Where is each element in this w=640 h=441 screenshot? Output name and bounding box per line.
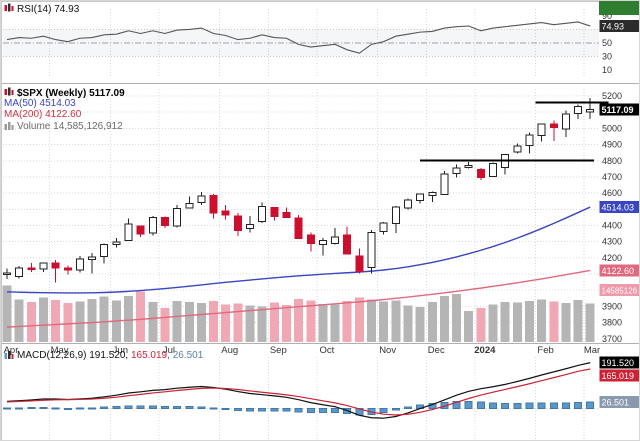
svg-text:Mar: Mar <box>584 345 600 356</box>
svg-text:191.520: 191.520 <box>602 358 635 368</box>
svg-text:Aug: Aug <box>221 345 238 356</box>
macd-label: MACD(12,26,9) <box>17 350 87 361</box>
x-axis-labels: Apr May Jun Jul Aug Sep Oct Nov Dec 2024 Feb Mar <box>4 345 601 356</box>
svg-text:Feb: Feb <box>537 345 553 356</box>
macd-line <box>6 362 591 419</box>
svg-text:5000: 5000 <box>602 123 622 133</box>
svg-text:30: 30 <box>602 52 612 62</box>
ma200-line <box>6 269 591 328</box>
candlestick-series <box>3 97 595 283</box>
svg-text:3700: 3700 <box>602 334 622 344</box>
symbol-row: $SPX (Weekly) 5117.09 <box>4 87 125 99</box>
svg-text:Jul: Jul <box>163 345 175 356</box>
trendline <box>420 101 609 162</box>
ma50-legend: MA(50) 4514.03 <box>4 98 76 109</box>
macd-signal-line <box>6 368 591 416</box>
indicator-icon <box>4 3 14 13</box>
svg-text:4514.03: 4514.03 <box>602 203 635 213</box>
svg-text:Dec: Dec <box>428 345 445 356</box>
svg-text:Sep: Sep <box>270 345 287 356</box>
last-price: 5117.09 <box>89 88 125 99</box>
svg-text:Nov: Nov <box>379 345 396 356</box>
symbol-label: $SPX (Weekly) <box>17 88 87 99</box>
price-legend: $SPX (Weekly) 5117.09 MA(50) 4514.03 MA(… <box>4 87 125 132</box>
rsi-legend: RSI(14) 74.93 <box>4 3 79 15</box>
svg-text:Apr: Apr <box>4 345 19 356</box>
macd-histogram-series <box>3 400 595 416</box>
svg-text:26.501: 26.501 <box>602 398 630 408</box>
svg-text:Oct: Oct <box>320 345 335 356</box>
svg-text:4122.60: 4122.60 <box>602 266 635 276</box>
svg-text:4300: 4300 <box>602 237 622 247</box>
volume-icon <box>4 120 14 130</box>
svg-text:90: 90 <box>602 11 612 21</box>
rsi-label: RSI(14) <box>17 4 52 15</box>
ma50-line <box>6 206 591 294</box>
signal-value: 165.019, <box>130 350 170 361</box>
svg-text:2024: 2024 <box>474 345 496 356</box>
svg-text:10: 10 <box>602 65 612 75</box>
candlestick-icon <box>4 87 14 97</box>
svg-text:4200: 4200 <box>602 253 622 263</box>
volume-label: Volume 14,585,126,912 <box>17 121 123 132</box>
y-axis-labels: 90 50 30 10 5200 5000 4900 4800 4700 4600 4400 4300… <box>602 11 622 344</box>
axis-value-boxes: 74.93 5117.09 4514.03 4122.60 14585126 191.52… <box>599 20 639 409</box>
svg-text:May: May <box>51 345 69 356</box>
corner-logo <box>599 1 639 15</box>
svg-text:3900: 3900 <box>602 301 622 311</box>
volume-series <box>2 285 595 342</box>
svg-text:74.93: 74.93 <box>602 22 625 32</box>
svg-text:Jun: Jun <box>113 345 128 356</box>
histogram-value: 26.501 <box>172 350 204 361</box>
svg-text:5117.09: 5117.09 <box>602 105 634 115</box>
indicator-icon <box>4 349 14 359</box>
svg-text:165.019: 165.019 <box>602 371 635 381</box>
svg-text:4800: 4800 <box>602 156 622 166</box>
ma200-legend: MA(200) 4122.60 <box>4 109 82 120</box>
svg-text:4600: 4600 <box>602 188 622 198</box>
volume-row: Volume 14,585,126,912 <box>4 120 125 132</box>
svg-text:14585126: 14585126 <box>602 287 638 296</box>
svg-text:50: 50 <box>602 38 612 48</box>
svg-text:4900: 4900 <box>602 140 622 150</box>
rsi-line-series <box>6 21 591 54</box>
svg-text:4700: 4700 <box>602 172 622 182</box>
macd-legend: MACD(12,26,9) 191.520, 165.019, 26.501 <box>4 349 203 361</box>
svg-text:5200: 5200 <box>602 91 622 101</box>
rsi-value: 74.93 <box>54 4 80 15</box>
svg-text:4400: 4400 <box>602 221 622 231</box>
macd-value: 191.520, <box>89 350 129 361</box>
svg-text:3800: 3800 <box>602 318 622 328</box>
